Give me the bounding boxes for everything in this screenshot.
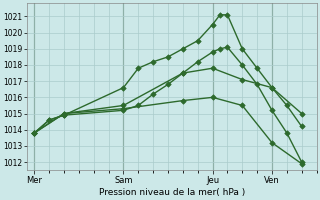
X-axis label: Pression niveau de la mer( hPa ): Pression niveau de la mer( hPa ) xyxy=(99,188,245,197)
